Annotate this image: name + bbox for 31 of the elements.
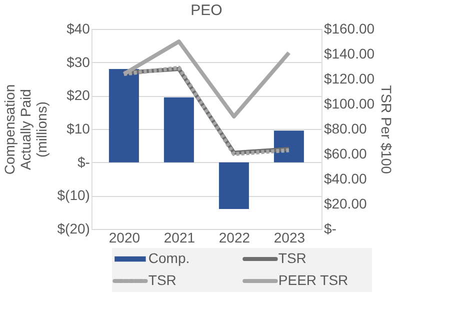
y2-tick-label: $40.00 bbox=[324, 170, 367, 186]
y-tick-label: $20 bbox=[66, 87, 90, 104]
x-tick-label: 2021 bbox=[164, 230, 196, 246]
legend-label: Comp. bbox=[148, 250, 190, 266]
y-axis-title: Compensation Actually Paid (millions) bbox=[1, 84, 50, 175]
x-tick-label: 2023 bbox=[274, 230, 306, 246]
bar bbox=[108, 69, 139, 162]
y-tick-label: $10 bbox=[66, 120, 90, 136]
y2-tick-label: $120.00 bbox=[324, 70, 375, 86]
legend-label: PEER TSR bbox=[278, 272, 348, 288]
y-tick-label: $(20) bbox=[57, 220, 90, 236]
y2-tick-label: $140.00 bbox=[324, 46, 375, 62]
x-tick-label: 2020 bbox=[108, 230, 140, 246]
y2-tick-label: $100.00 bbox=[324, 96, 375, 112]
bar bbox=[164, 97, 194, 162]
chart-title: PEO bbox=[190, 2, 222, 19]
y2-tick-label: $- bbox=[324, 220, 337, 236]
y-tick-label: $(10) bbox=[57, 187, 90, 204]
y2-tick-label: $160.00 bbox=[324, 20, 375, 36]
y2-tick-label: $60.00 bbox=[324, 146, 367, 162]
y-tick-label: $40 bbox=[66, 20, 90, 36]
y2-axis-title: TSR Per $100 bbox=[378, 85, 395, 174]
bar bbox=[218, 162, 249, 209]
y-tick-label: $- bbox=[77, 154, 90, 170]
bar bbox=[274, 130, 304, 162]
y-tick-label: $30 bbox=[66, 54, 90, 70]
legend-label: TSR bbox=[148, 272, 176, 288]
y2-tick-label: $20.00 bbox=[324, 196, 367, 212]
x-tick-label: 2022 bbox=[218, 230, 250, 246]
y2-tick-label: $80.00 bbox=[324, 120, 367, 136]
legend-label: TSR bbox=[278, 250, 306, 266]
